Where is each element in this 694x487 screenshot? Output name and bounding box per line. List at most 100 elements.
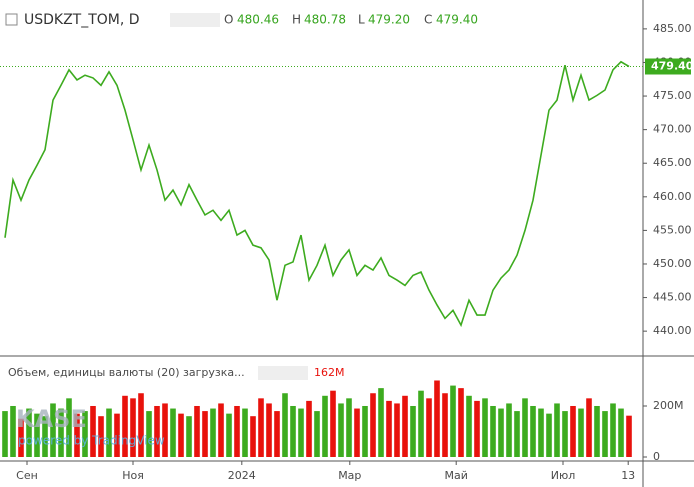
volume-bar [26,408,32,457]
volume-bar [490,405,496,457]
price-line [4,60,630,328]
last-price-label: 479.40 [651,59,694,72]
last-price-box [645,58,691,75]
volume-bar [226,413,232,457]
volume-bar [474,400,480,457]
volume-bar [234,405,240,457]
volume-bar [578,408,584,457]
volume-bar [266,403,272,457]
y-tick-label: 460.00 [653,190,692,203]
volume-bar [290,405,296,457]
volume-bar [570,405,576,457]
ohlc-label: O [224,13,233,27]
y-tick-label: 455.00 [653,223,692,236]
volume-bar [410,405,416,457]
volume-bar [178,413,184,457]
ohlc-value: 479.20 [368,13,410,27]
ohlc-value: 480.78 [304,13,346,27]
volume-bar [82,411,88,457]
volume-bar [362,405,368,457]
y-tick-label: 450.00 [653,257,692,270]
volume-bar [306,400,312,457]
volume-bar [426,398,432,457]
y-tick-label: 470.00 [653,123,692,136]
x-tick-label: Мар [338,469,361,482]
collapse-button[interactable] [5,13,18,26]
volume-bar [106,408,112,457]
volume-bar [530,405,536,457]
volume-bar [458,388,464,457]
volume-bar [314,411,320,457]
volume-bar [242,408,248,457]
volume-bar [618,408,624,457]
volume-bar [498,408,504,457]
y-tick-label: 440.00 [653,324,692,337]
volume-bar [122,395,128,457]
volume-buttons[interactable] [258,366,308,380]
header-buttons[interactable] [170,13,220,27]
volume-bar [538,408,544,457]
volume-bar [394,403,400,457]
volume-bar [98,416,104,457]
volume-bar [338,403,344,457]
volume-bar [250,416,256,457]
volume-bar [322,395,328,457]
volume-bar [90,405,96,457]
volume-bar [154,405,160,457]
volume-bar [418,390,424,457]
volume-bar [370,393,376,457]
volume-bar [466,395,472,457]
volume-bar [610,403,616,457]
volume-bar [450,385,456,457]
volume-bar [554,403,560,457]
volume-bar [138,393,144,457]
x-tick-label: 2024 [228,469,256,482]
volume-bar [74,413,80,457]
x-tick-label: Май [445,469,468,482]
volume-bar [354,408,360,457]
volume-bar [146,411,152,457]
x-tick-label: 13 [621,469,635,482]
volume-bar [186,416,192,457]
volume-bar [42,416,48,457]
volume-bar [114,413,120,457]
volume-bar [442,393,448,457]
volume-bar [18,418,24,457]
volume-bar [346,398,352,457]
powered-by: powered by TradingView [18,434,165,448]
x-tick-label: Сен [16,469,38,482]
volume-bar [522,398,528,457]
volume-legend: Объем, единицы валюты (20) загрузка... [8,366,245,379]
volume-bar [170,408,176,457]
y-tick-label: 465.00 [653,156,692,169]
volume-bar [506,403,512,457]
volume-bar [50,403,56,457]
ohlc-label: C [424,13,432,27]
y-tick-label: 475.00 [653,89,692,102]
volume-bar [586,398,592,457]
volume-bar [402,395,408,457]
volume-bar [514,411,520,457]
symbol-title: USDKZT_TOM, D [24,12,140,28]
volume-bar [130,398,136,457]
volume-bar [562,411,568,457]
volume-bar [386,400,392,457]
y-tick-label: 445.00 [653,291,692,304]
watermark: KASE [16,405,87,433]
ohlc-label: L [358,13,365,27]
ohlc-value: 480.46 [237,13,279,27]
volume-bar [378,388,384,457]
volume-bar [258,398,264,457]
volume-bar [546,413,552,457]
volume-bar [10,405,16,457]
volume-bar [162,403,168,457]
volume-bar [482,398,488,457]
volume-bar [434,380,440,457]
volume-bar [626,415,632,457]
volume-bar [2,411,8,457]
volume-bar [218,403,224,457]
ohlc-label: H [292,13,301,27]
volume-bar [330,390,336,457]
volume-bar [58,408,64,457]
